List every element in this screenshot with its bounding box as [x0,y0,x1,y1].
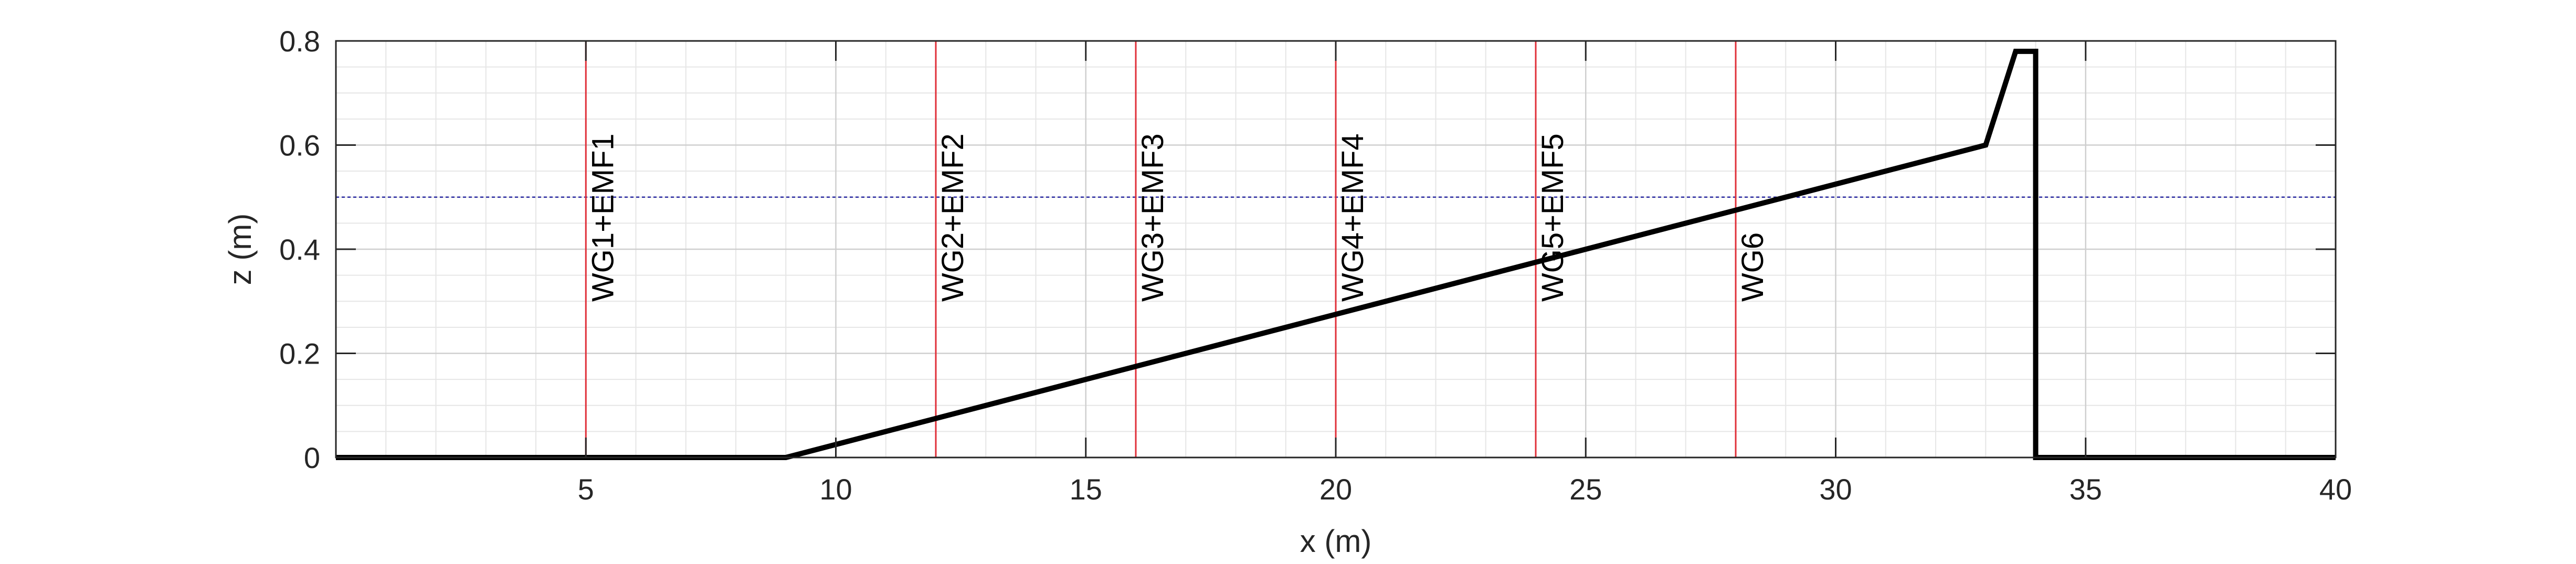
y-axis-label: z (m) [223,214,258,285]
x-axis-label: x (m) [1300,524,1372,559]
gauge-label: WG5+EMF5 [1536,133,1570,302]
tick-labels: 5 10 15 20 25 30 35 40 0 0.2 0.4 0.6 0.8 [279,25,2352,506]
x-tick-label: 40 [2319,473,2352,506]
gauge-label: WG2+EMF2 [936,133,970,302]
gauge-label: WG6 [1736,232,1770,302]
x-tick-label: 10 [819,473,852,506]
x-tick-label: 30 [1819,473,1852,506]
y-tick-label: 0.8 [279,25,320,58]
x-tick-label: 20 [1319,473,1352,506]
y-tick-label: 0.6 [279,129,320,162]
gauge-lines: WG1+EMF1 WG2+EMF2 WG3+EMF3 WG4+EMF4 WG5+EMF5… [585,41,1770,457]
x-tick-label: 5 [578,473,594,506]
x-tick-label: 25 [1569,473,1602,506]
gauge-label: WG3+EMF3 [1136,133,1170,302]
x-tick-label: 35 [2070,473,2102,506]
gauge-label: WG4+EMF4 [1336,133,1370,302]
y-tick-label: 0 [304,441,320,474]
y-tick-label: 0.4 [279,233,320,266]
x-tick-label: 15 [1070,473,1102,506]
gauge-label: WG1+EMF1 [586,133,620,302]
y-tick-label: 0.2 [279,337,320,370]
axis-ticks [336,40,2337,459]
